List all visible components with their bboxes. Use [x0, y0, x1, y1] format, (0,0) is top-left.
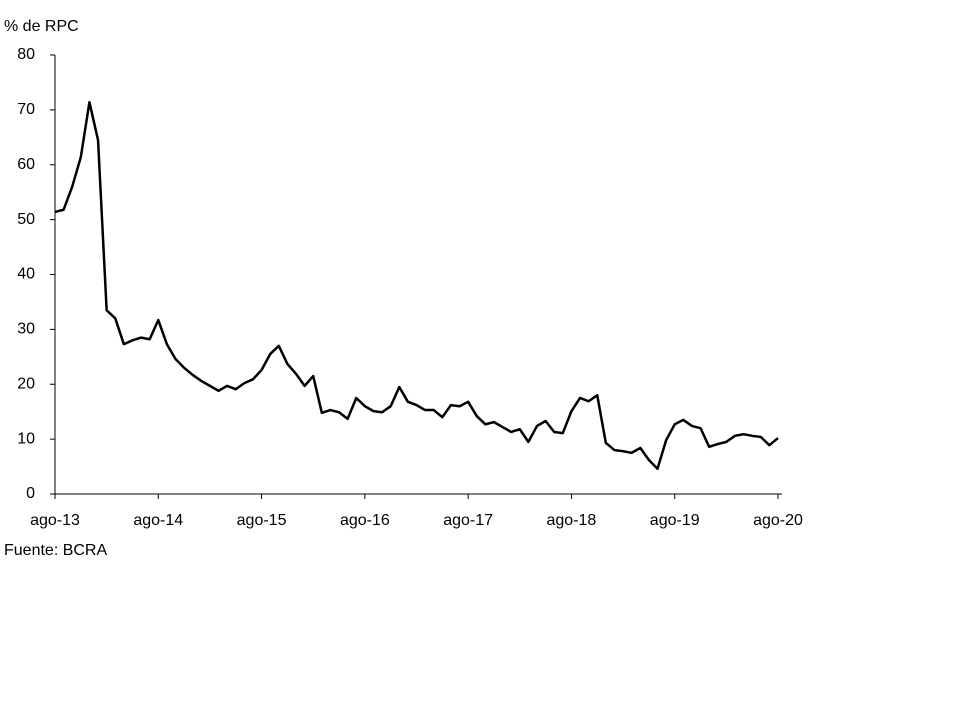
line-series: [54, 100, 779, 471]
y-tick-label: 0: [26, 485, 35, 502]
x-tick-label: ago-19: [650, 512, 700, 529]
x-tick-label: ago-18: [547, 512, 597, 529]
y-axis-unit: % de RPC: [4, 18, 79, 35]
source-note: Fuente: BCRA: [4, 542, 107, 559]
x-tick-label: ago-13: [30, 512, 80, 529]
x-tick-label: ago-16: [340, 512, 390, 529]
y-tick-label: 60: [17, 156, 35, 173]
y-tick-label: 50: [17, 211, 35, 228]
x-tick-label: ago-14: [133, 512, 183, 529]
y-tick-label: 80: [17, 46, 35, 63]
y-tick-label: 10: [17, 430, 35, 447]
x-tick-label: ago-17: [443, 512, 493, 529]
y-tick-label: 30: [17, 321, 35, 338]
x-tick-label: ago-15: [237, 512, 287, 529]
x-tick-label: ago-20: [753, 512, 803, 529]
y-tick-label: 70: [17, 101, 35, 118]
y-tick-label: 20: [17, 375, 35, 392]
y-tick-label: 40: [17, 266, 35, 283]
